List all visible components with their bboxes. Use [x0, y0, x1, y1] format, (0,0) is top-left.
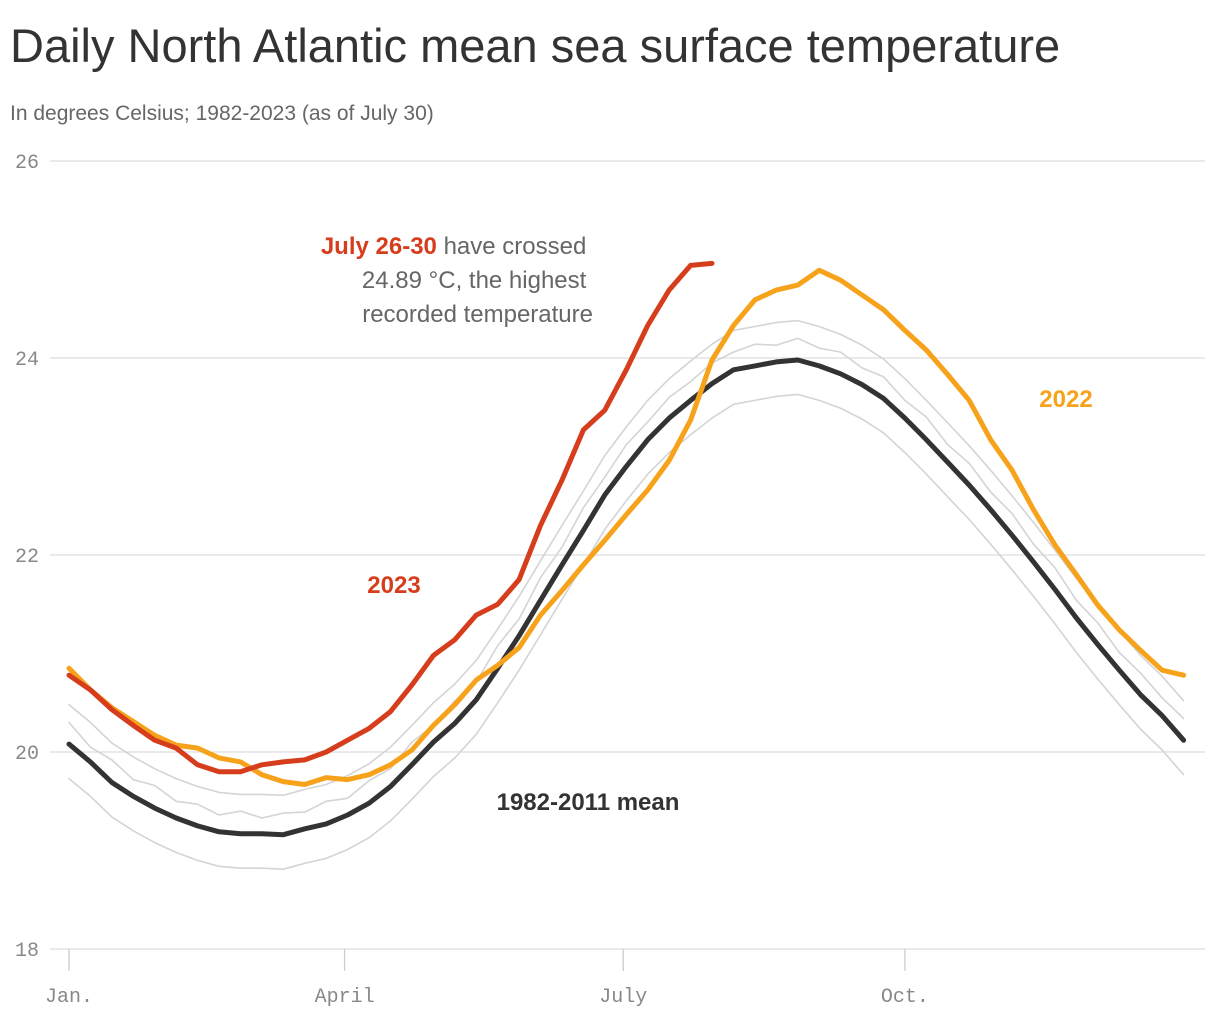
annotation-line: have crossed [444, 233, 587, 260]
annotation: July 26-30 have crossed 24.89 °C, the hi… [321, 233, 593, 328]
y-tick-label: 26 [15, 152, 39, 175]
y-tick-label: 24 [15, 349, 39, 372]
year-line [68, 319, 1185, 797]
series-line [66, 260, 715, 775]
series-label: 2022 [1039, 386, 1092, 413]
annotation-line: recorded temperature [362, 301, 593, 328]
x-tick-label: April [315, 986, 375, 1009]
series-label: 2023 [367, 572, 420, 599]
series-line [66, 357, 1187, 838]
x-tick-label: July [599, 986, 647, 1009]
y-tick-label: 18 [15, 940, 39, 963]
annotation-line: 24.89 °C, the highest [362, 267, 587, 294]
year-line [68, 337, 1185, 819]
x-tick-label: Jan. [45, 986, 93, 1009]
chart-subtitle: In degrees Celsius; 1982-2023 (as of Jul… [10, 102, 434, 125]
lines: 1982-2011 mean 2022 2023 [66, 260, 1187, 870]
series-line [66, 267, 1187, 787]
y-tick-label: 22 [15, 546, 39, 569]
year-line [68, 393, 1185, 870]
series-label: 1982-2011 mean [497, 789, 680, 816]
y-tick-label: 20 [15, 743, 39, 766]
annotation-highlight: July 26-30 [321, 233, 437, 260]
chart-title: Daily North Atlantic mean sea surface te… [10, 19, 1060, 72]
x-tick-label: Oct. [881, 986, 929, 1009]
